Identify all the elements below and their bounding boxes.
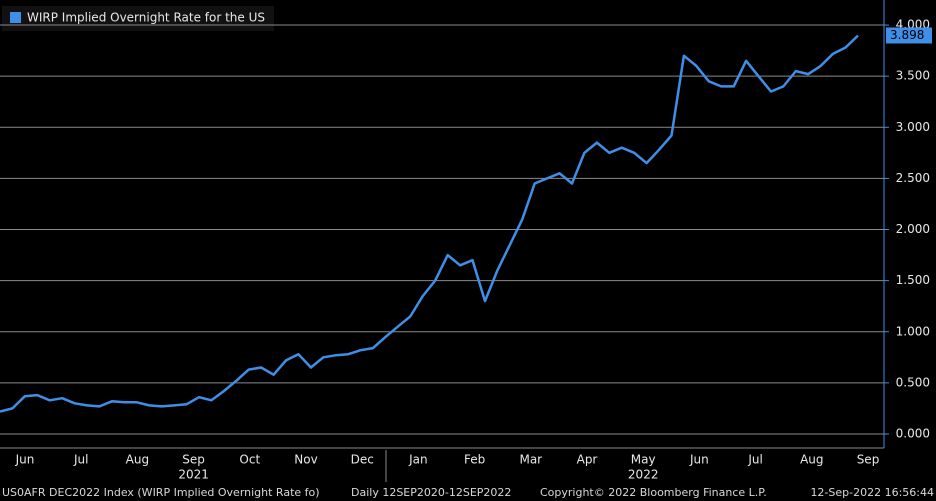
x-tick-label: Aug [126,453,149,467]
x-tick-label: Mar [519,453,542,467]
legend-label: WIRP Implied Overnight Rate for the US [27,11,265,25]
last-value-label: 3.898 [890,28,924,42]
footer-text: Copyright© 2022 Bloomberg Finance L.P. [540,486,767,499]
y-tick-label: 1.000 [896,324,930,338]
x-tick-label: Jul [747,453,762,467]
footer-text: Daily 12SEP2020-12SEP2022 [351,486,511,499]
x-tick-label: Sep [857,453,880,467]
x-tick-label: May [631,453,656,467]
x-tick-label: Aug [800,453,823,467]
x-tick-label: Jul [73,453,88,467]
x-tick-label: Jun [15,453,35,467]
y-tick-label: 1.500 [896,273,930,287]
x-tick-label: Dec [351,453,374,467]
x-tick-label: Apr [577,453,598,467]
legend-box [2,6,274,31]
series-line [0,34,859,413]
y-tick-label: 2.500 [896,171,930,185]
last-value-box [886,27,932,44]
y-tick-label: 2.000 [896,222,930,236]
y-tick-label: 3.000 [896,120,930,134]
x-tick-label: Feb [464,453,485,467]
x-tick-label: Jan [408,453,428,467]
year-label: 2022 [628,468,659,482]
legend-swatch [10,12,21,23]
y-tick-label: 0.500 [896,375,930,389]
footer-text: US0AFR DEC2022 Index (WIRP Implied Overn… [2,486,320,499]
x-tick-label: Nov [294,453,317,467]
year-label: 2021 [178,468,209,482]
footer-text: 12-Sep-2022 16:56:44 [810,486,934,499]
y-tick-label: 0.000 [896,426,930,440]
y-tick-label: 3.500 [896,69,930,83]
x-tick-label: Oct [239,453,260,467]
x-tick-label: Jun [689,453,709,467]
x-tick-label: Sep [182,453,205,467]
